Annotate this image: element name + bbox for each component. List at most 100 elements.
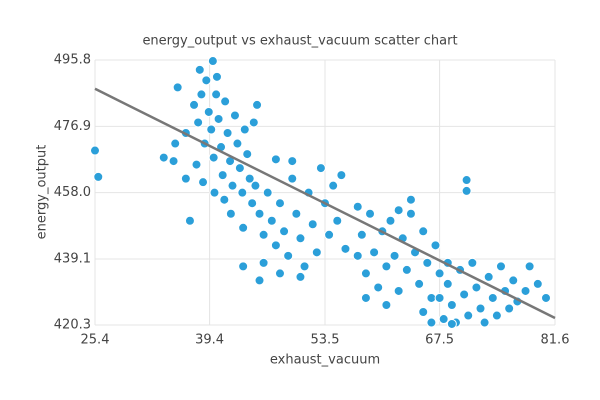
point bbox=[426, 292, 437, 303]
point bbox=[434, 292, 445, 303]
point bbox=[434, 268, 445, 279]
point bbox=[222, 128, 233, 139]
point bbox=[430, 240, 441, 251]
point bbox=[401, 264, 412, 275]
point bbox=[262, 187, 273, 198]
point bbox=[211, 71, 222, 82]
point bbox=[426, 317, 437, 328]
point bbox=[225, 208, 236, 219]
point bbox=[258, 257, 269, 268]
point bbox=[270, 154, 281, 165]
point bbox=[483, 271, 494, 282]
point bbox=[238, 222, 249, 233]
y-axis-label: energy_output bbox=[35, 145, 50, 240]
point bbox=[446, 299, 457, 310]
point bbox=[208, 152, 219, 163]
point bbox=[250, 180, 261, 191]
y-tick-label: 495.8 bbox=[54, 53, 91, 68]
point bbox=[393, 285, 404, 296]
point bbox=[279, 226, 290, 237]
x-tick-label: 81.6 bbox=[541, 333, 570, 348]
point bbox=[385, 215, 396, 226]
point bbox=[524, 261, 535, 272]
point bbox=[198, 177, 209, 188]
point bbox=[207, 56, 218, 67]
point bbox=[254, 208, 265, 219]
point bbox=[381, 261, 392, 272]
point bbox=[227, 180, 238, 191]
point bbox=[239, 124, 250, 135]
point bbox=[389, 250, 400, 261]
point bbox=[540, 292, 551, 303]
point bbox=[242, 149, 253, 160]
point bbox=[283, 250, 294, 261]
point bbox=[93, 171, 104, 182]
point bbox=[495, 261, 506, 272]
point bbox=[340, 243, 351, 254]
point bbox=[203, 106, 214, 117]
point bbox=[217, 170, 228, 181]
point bbox=[191, 159, 202, 170]
point bbox=[196, 89, 207, 100]
point bbox=[405, 194, 416, 205]
point bbox=[274, 198, 285, 209]
point bbox=[247, 198, 258, 209]
point bbox=[194, 64, 205, 75]
point bbox=[446, 318, 457, 329]
point bbox=[211, 89, 222, 100]
point bbox=[232, 138, 243, 149]
point bbox=[90, 145, 100, 156]
point bbox=[274, 268, 285, 279]
point bbox=[295, 271, 306, 282]
point bbox=[520, 285, 531, 296]
point bbox=[508, 275, 519, 286]
point bbox=[405, 208, 416, 219]
point bbox=[248, 117, 259, 128]
point bbox=[360, 268, 371, 279]
chart-title: energy_output vs exhaust_vacuum scatter … bbox=[142, 34, 457, 49]
point bbox=[504, 303, 515, 314]
y-tick-label: 439.1 bbox=[54, 252, 91, 267]
point bbox=[189, 99, 200, 110]
point bbox=[244, 173, 255, 184]
point bbox=[336, 170, 347, 181]
point bbox=[438, 314, 449, 325]
point bbox=[172, 82, 183, 93]
point bbox=[170, 138, 181, 149]
point bbox=[475, 303, 486, 314]
point bbox=[266, 215, 277, 226]
point bbox=[414, 278, 425, 289]
point bbox=[459, 289, 470, 300]
point bbox=[422, 257, 433, 268]
point bbox=[491, 310, 502, 321]
point bbox=[219, 194, 230, 205]
point bbox=[201, 75, 212, 86]
y-tick-label: 476.9 bbox=[54, 119, 91, 134]
x-axis-label: exhaust_vacuum bbox=[270, 353, 380, 368]
point bbox=[381, 299, 392, 310]
point bbox=[461, 175, 472, 186]
point bbox=[254, 275, 265, 286]
point bbox=[356, 229, 367, 240]
point bbox=[168, 156, 179, 167]
point bbox=[352, 201, 363, 212]
point bbox=[365, 208, 376, 219]
point bbox=[532, 278, 543, 289]
point bbox=[206, 124, 217, 135]
point bbox=[270, 240, 281, 251]
point bbox=[418, 226, 429, 237]
point bbox=[479, 317, 490, 328]
y-tick-label: 458.0 bbox=[54, 185, 91, 200]
point bbox=[471, 282, 482, 293]
point bbox=[213, 113, 224, 124]
point bbox=[184, 215, 195, 226]
y-tick-label: 420.3 bbox=[54, 318, 91, 333]
point bbox=[324, 229, 335, 240]
point bbox=[220, 96, 231, 107]
x-tick-label: 25.4 bbox=[81, 333, 110, 348]
point bbox=[252, 99, 263, 110]
point bbox=[442, 278, 453, 289]
trend-line bbox=[94, 87, 556, 320]
x-tick-label: 67.5 bbox=[425, 333, 454, 348]
point bbox=[360, 292, 371, 303]
